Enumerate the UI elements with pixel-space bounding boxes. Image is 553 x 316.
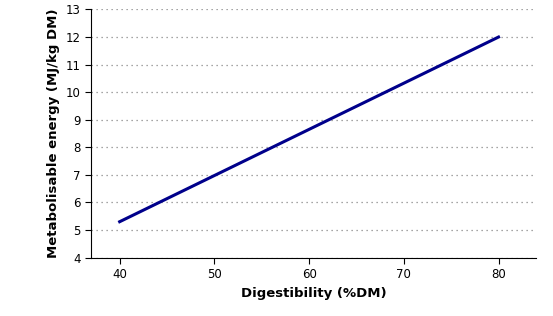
X-axis label: Digestibility (%DM): Digestibility (%DM) (241, 287, 387, 300)
Y-axis label: Metabolisable energy (MJ/kg DM): Metabolisable energy (MJ/kg DM) (47, 9, 60, 258)
